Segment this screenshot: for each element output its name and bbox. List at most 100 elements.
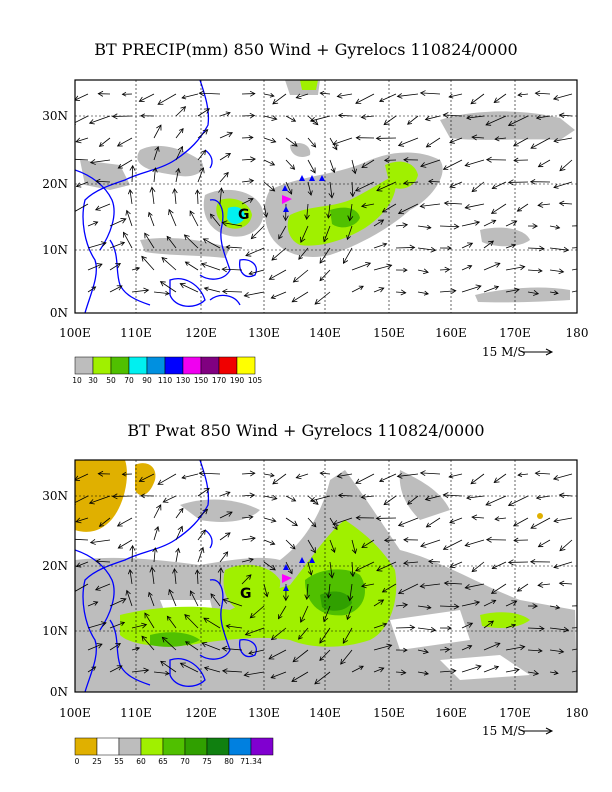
svg-text:160E: 160E (435, 326, 467, 340)
wind-vector (199, 92, 221, 95)
colorbar-swatch (128, 356, 148, 375)
wind-vector-head (221, 288, 228, 295)
wind-vector (505, 646, 525, 651)
wind-vector (168, 589, 177, 607)
wind-vector-head (152, 167, 158, 173)
wind-vector-head (381, 207, 388, 213)
wind-vector-head (358, 665, 364, 671)
wind-vector (420, 583, 441, 587)
wind-vector-head (189, 210, 195, 217)
wind-vector (90, 539, 111, 543)
wind-vector (306, 583, 309, 600)
wind-vector (157, 93, 177, 105)
wind-vector (485, 495, 507, 506)
wind-vector (75, 473, 89, 481)
wind-vector (87, 242, 107, 249)
wind-vector-head (582, 625, 586, 629)
wind-vector-head (537, 201, 544, 208)
svg-text:130E: 130E (248, 326, 280, 340)
wind-vector (75, 203, 89, 212)
wind-vector (263, 473, 275, 477)
wind-vector (483, 666, 499, 673)
colorbar-label: 105 (248, 376, 263, 385)
wind-vector (298, 627, 309, 640)
colorbar-label: 90 (142, 376, 152, 385)
wind-vector (222, 670, 243, 673)
wind-vector-head (75, 95, 81, 101)
wind-vector (185, 641, 199, 651)
wind-vector-head (442, 112, 449, 119)
wind-vector (272, 473, 287, 485)
wind-vector-head (407, 120, 413, 125)
wind-vector-head (178, 507, 184, 513)
wind-vector (196, 190, 199, 205)
wind-vector (420, 472, 441, 475)
wind-vector (219, 153, 231, 161)
wind-vector-head (582, 245, 586, 249)
wind-vector-head (507, 559, 514, 566)
wind-vector (373, 243, 387, 249)
wind-vector (153, 291, 170, 295)
wind-vector-head (491, 184, 497, 190)
wind-vector-head (409, 624, 416, 631)
wind-vector-head (295, 93, 302, 100)
wind-vector (355, 473, 375, 484)
wind-vector (527, 291, 539, 295)
wind-vector-head (319, 656, 324, 662)
wind-vector-head (248, 514, 254, 520)
wind-vector (466, 495, 485, 499)
colorbar-label: 190 (230, 376, 245, 385)
wind-vector-head (249, 470, 256, 477)
wind-vector (203, 238, 221, 249)
wind-vector-head (141, 255, 147, 262)
panel1-gridlines (75, 80, 577, 313)
wind-vector (292, 649, 309, 663)
wind-vector (417, 225, 431, 229)
wind-vector-head (403, 157, 409, 163)
wind-vector (285, 137, 298, 147)
wind-vector (538, 203, 551, 206)
wind-vector-head (493, 97, 500, 103)
wind-vector-head (425, 142, 432, 148)
wind-vector (222, 222, 243, 227)
wind-vector (417, 605, 431, 609)
wind-vector-head (383, 157, 390, 163)
wind-vector-head (263, 592, 269, 598)
wind-vector (174, 188, 177, 205)
wind-vector (571, 290, 577, 293)
wind-vector (76, 561, 89, 567)
wind-vector (197, 167, 204, 183)
wind-vector (538, 583, 551, 586)
wind-vector-head (269, 185, 276, 192)
wind-vector (87, 263, 103, 271)
wind-vector (310, 495, 331, 502)
wind-vector (181, 93, 199, 99)
wind-vector (75, 115, 89, 124)
wind-vector-head (428, 178, 434, 185)
wind-vector (536, 495, 551, 499)
wind-vector (76, 181, 89, 187)
wind-vector (157, 473, 177, 485)
wind-vector (153, 146, 159, 161)
panel2-lon-labels: 100E 110E 120E 130E 140E 150E 160E 170E … (59, 706, 588, 720)
wind-vector (244, 671, 265, 676)
wind-vector (361, 159, 375, 168)
wind-vector-head (159, 281, 166, 287)
wind-vector-head (116, 665, 123, 671)
wind-vector (153, 167, 156, 183)
wind-vector-head (322, 616, 329, 623)
wind-vector (428, 180, 441, 183)
wind-vector (549, 291, 559, 294)
wind-vector-head (559, 545, 566, 552)
wind-vector-head (493, 665, 500, 671)
wind-vector-head (354, 566, 361, 572)
svg-text:100E: 100E (59, 326, 91, 340)
wind-vector (505, 244, 516, 249)
wind-vector (465, 539, 485, 547)
wind-vector (417, 649, 429, 653)
wind-vector (382, 203, 397, 213)
wind-vector-head (116, 141, 123, 147)
wind-vector-head (100, 241, 107, 247)
wind-vector (163, 495, 177, 503)
wind-vector-head (507, 120, 515, 127)
